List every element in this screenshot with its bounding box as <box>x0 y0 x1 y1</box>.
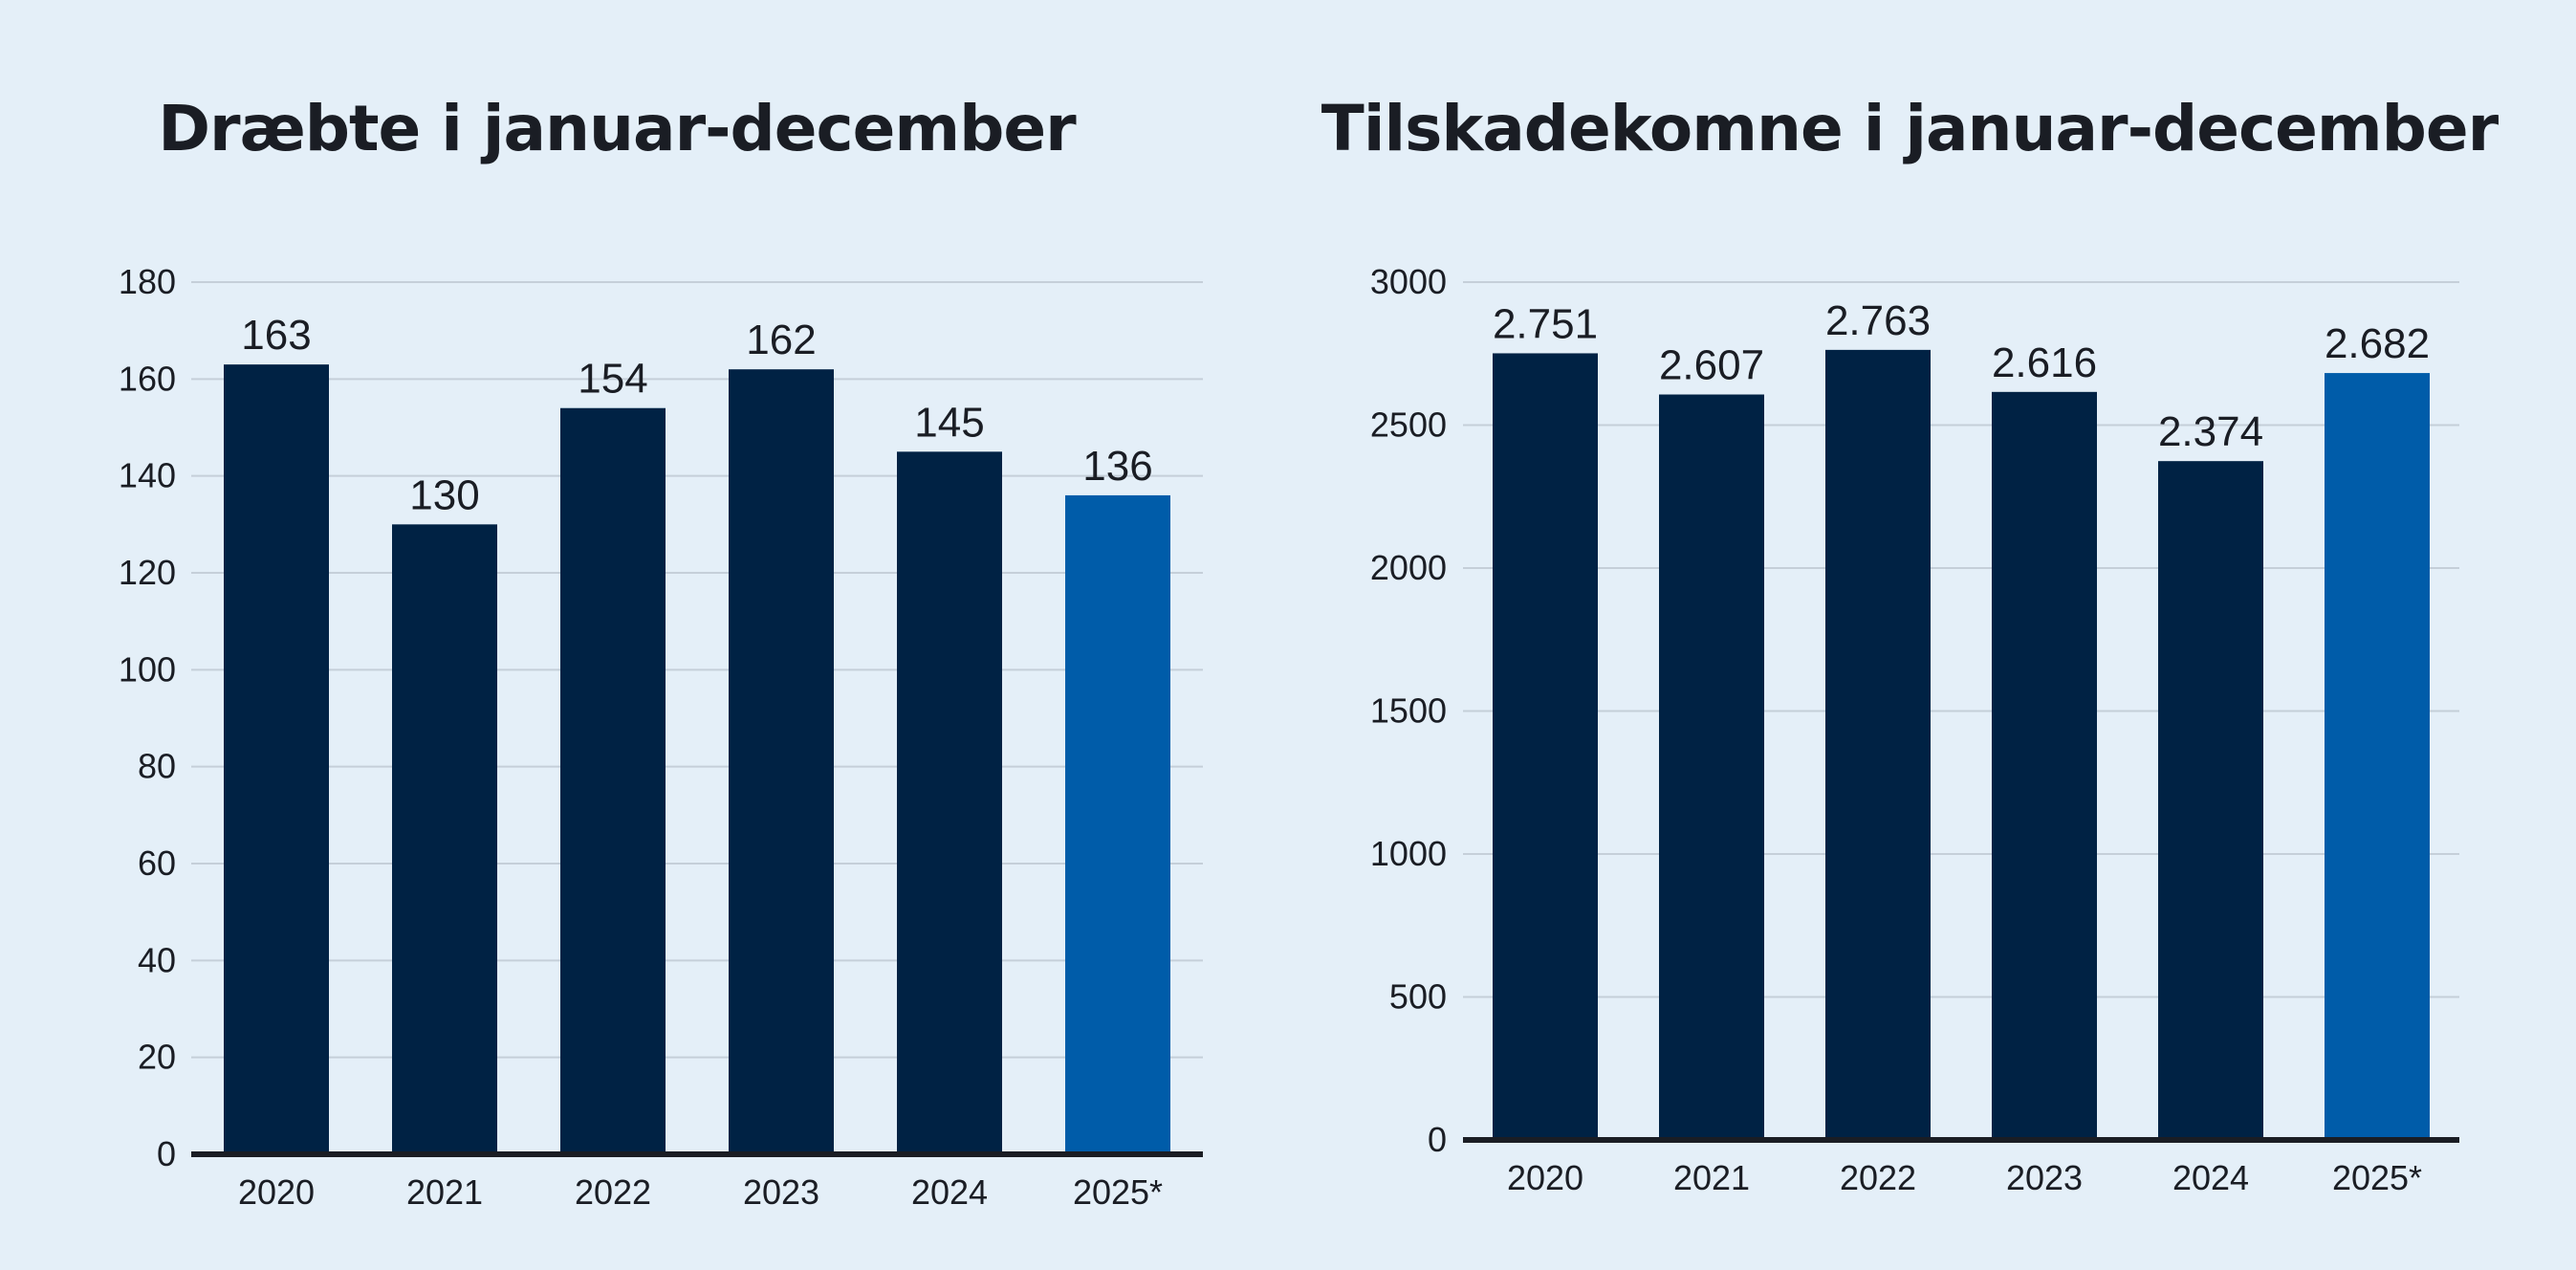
injured-bar-2023 <box>1992 391 2097 1140</box>
killed-bar-2021 <box>392 524 497 1154</box>
killed-x-tick-label: 2025* <box>1073 1172 1163 1212</box>
injured-bar-2020 <box>1493 353 1598 1140</box>
killed-x-tick-label: 2021 <box>406 1172 483 1212</box>
chart-title-injured: Tilskadekomne i januar-december <box>1321 92 2499 165</box>
killed-value-label: 130 <box>409 471 479 518</box>
killed-y-tick-label: 160 <box>119 359 176 398</box>
injured-x-tick-label: 2022 <box>1840 1158 1916 1197</box>
injured-x-tick-label: 2023 <box>2006 1158 2083 1197</box>
injured-bar-2024 <box>2158 461 2263 1140</box>
killed-x-tick-label: 2022 <box>575 1172 651 1212</box>
injured-value-label: 2.751 <box>1493 300 1598 347</box>
killed-bar-2020 <box>224 364 329 1155</box>
injured-value-label: 2.682 <box>2325 320 2430 367</box>
killed-bar-2023 <box>729 369 834 1154</box>
injured-x-tick-label: 2021 <box>1673 1158 1750 1197</box>
injured-x-tick-label: 2024 <box>2172 1158 2249 1197</box>
injured-y-tick-label: 500 <box>1389 977 1447 1017</box>
chart-title-killed: Dræbte i januar-december <box>158 92 1076 165</box>
killed-y-tick-label: 60 <box>138 843 176 883</box>
killed-bar-2024 <box>897 451 1002 1154</box>
killed-x-tick-label: 2023 <box>743 1172 819 1212</box>
killed-y-tick-label: 140 <box>119 456 176 495</box>
injured-value-label: 2.763 <box>1825 297 1931 344</box>
killed-bar-2022 <box>560 407 666 1154</box>
killed-y-tick-label: 20 <box>138 1038 176 1077</box>
killed-value-label: 145 <box>914 399 984 446</box>
killed-y-tick-label: 40 <box>138 940 176 979</box>
injured-value-label: 2.374 <box>2158 408 2263 455</box>
killed-value-label: 162 <box>746 317 816 363</box>
killed-x-tick-label: 2020 <box>238 1172 315 1212</box>
killed-y-tick-label: 80 <box>138 747 176 786</box>
killed-value-label: 136 <box>1082 443 1152 490</box>
injured-x-tick-label: 2020 <box>1507 1158 1583 1197</box>
injured-y-tick-label: 0 <box>1428 1120 1447 1159</box>
killed-bar-2025 <box>1065 494 1170 1154</box>
injured-y-tick-label: 2500 <box>1370 405 1447 445</box>
killed-y-tick-label: 100 <box>119 649 176 689</box>
killed-value-label: 163 <box>241 312 311 359</box>
chart-killed: 0 20 40 60 80 100 120 140 160 180 163 2020 130 2021 15… <box>119 262 1203 1212</box>
injured-bar-2025 <box>2325 373 2430 1140</box>
injured-value-label: 2.616 <box>1992 339 2097 386</box>
injured-y-tick-label: 1500 <box>1370 691 1447 731</box>
injured-y-tick-label: 3000 <box>1370 262 1447 301</box>
killed-y-tick-label: 180 <box>119 262 176 301</box>
injured-x-tick-label: 2025* <box>2332 1158 2422 1197</box>
killed-y-tick-label: 0 <box>157 1134 176 1173</box>
injured-y-tick-label: 2000 <box>1370 548 1447 587</box>
injured-bar-2021 <box>1659 394 1764 1141</box>
injured-bar-2022 <box>1825 349 1931 1140</box>
killed-x-tick-label: 2024 <box>911 1172 988 1212</box>
injured-y-tick-label: 1000 <box>1370 834 1447 873</box>
injured-value-label: 2.607 <box>1659 342 1764 389</box>
killed-value-label: 154 <box>578 356 647 403</box>
killed-y-tick-label: 120 <box>119 553 176 592</box>
